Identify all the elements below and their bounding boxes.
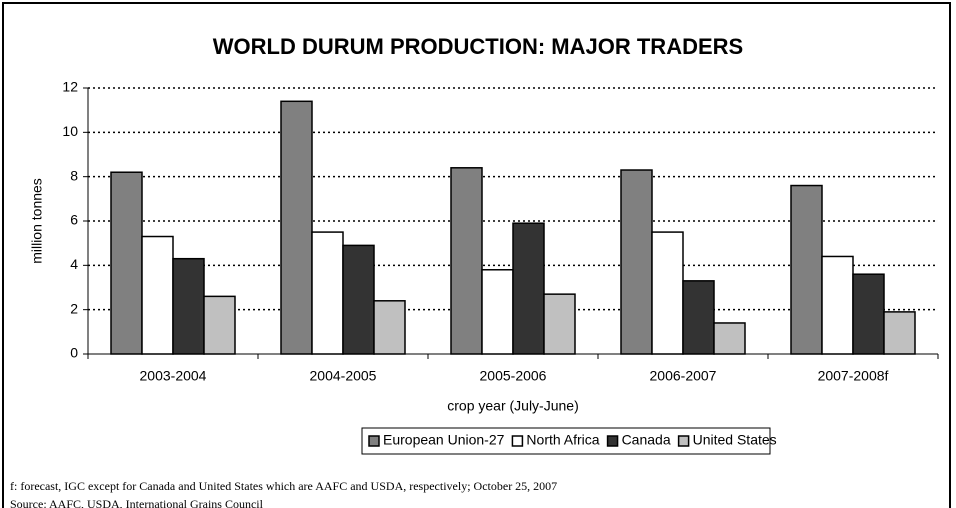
bar (311, 231, 344, 355)
footnote: f: forecast, IGC except for Canada and U… (10, 479, 557, 493)
x-tick-label: 2007-2008f (818, 368, 889, 384)
x-tick-label: 2005-2006 (480, 368, 547, 384)
bar (821, 255, 854, 355)
bar (883, 311, 916, 355)
legend-label: Canada (622, 432, 671, 448)
chart-title: WORLD DURUM PRODUCTION: MAJOR TRADERS (213, 34, 743, 59)
legend-swatch (677, 435, 690, 447)
y-tick-label: 10 (62, 123, 78, 139)
bar (651, 231, 684, 355)
legend-label: North Africa (526, 432, 599, 448)
bar (620, 169, 653, 355)
bar (280, 100, 313, 355)
bar (373, 300, 406, 355)
y-tick-label: 0 (70, 345, 78, 361)
y-tick-label: 4 (70, 256, 78, 272)
bar (450, 167, 483, 355)
y-tick-label: 6 (70, 212, 78, 228)
bar (543, 293, 576, 355)
bar (852, 273, 885, 355)
y-tick-label: 12 (62, 79, 78, 95)
legend-swatch (368, 435, 380, 447)
bar (342, 244, 375, 355)
bar (682, 280, 715, 355)
bar (141, 235, 174, 355)
x-tick-label: 2003-2004 (140, 368, 207, 384)
footnote: Source: AAFC, USDA, International Grains… (10, 497, 264, 508)
y-tick-label: 2 (70, 300, 78, 316)
y-axis-label: million tonnes (29, 178, 45, 264)
legend-box (361, 427, 771, 455)
bar (790, 184, 823, 355)
legend-label: European Union-27 (383, 432, 505, 448)
legend-label: United States (693, 432, 777, 448)
x-tick-label: 2004-2005 (310, 368, 377, 384)
legend-swatch (511, 435, 524, 447)
y-tick-label: 8 (70, 167, 78, 183)
bar (481, 269, 514, 355)
bar (172, 257, 205, 355)
legend-swatch (606, 435, 619, 447)
bar (110, 171, 143, 355)
bar (512, 222, 545, 355)
bar (203, 295, 236, 355)
x-tick-label: 2006-2007 (650, 368, 717, 384)
x-axis-label: crop year (July-June) (447, 398, 579, 414)
bar (713, 322, 746, 355)
